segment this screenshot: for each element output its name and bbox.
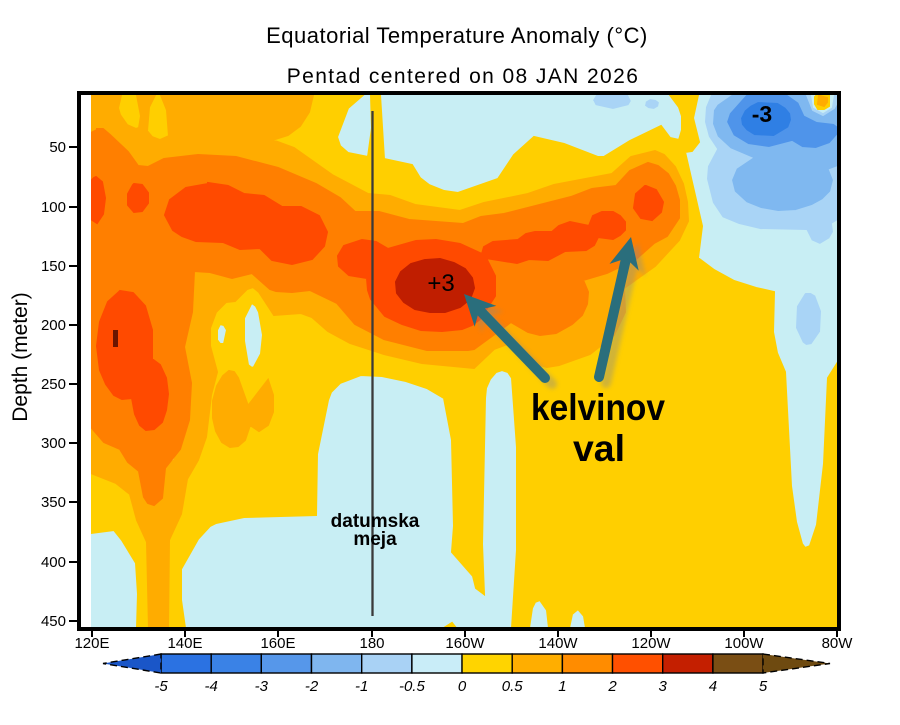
svg-text:-3: -3: [255, 678, 269, 695]
svg-text:4: 4: [709, 678, 717, 695]
svg-text:1: 1: [558, 678, 566, 695]
svg-text:120E: 120E: [74, 635, 109, 652]
svg-text:+3: +3: [427, 270, 454, 297]
svg-text:-5: -5: [154, 678, 168, 695]
svg-text:350: 350: [41, 494, 66, 511]
svg-text:val: val: [573, 428, 625, 469]
svg-text:140E: 140E: [167, 635, 202, 652]
svg-text:3: 3: [659, 678, 668, 695]
svg-text:250: 250: [41, 376, 66, 393]
svg-text:-0.5: -0.5: [399, 678, 426, 695]
svg-text:120W: 120W: [631, 635, 671, 652]
svg-text:-1: -1: [355, 678, 368, 695]
svg-text:0.5: 0.5: [502, 678, 524, 695]
svg-text:5: 5: [759, 678, 768, 695]
svg-text:100: 100: [41, 199, 66, 216]
svg-text:kelvinov: kelvinov: [531, 387, 665, 428]
svg-text:160W: 160W: [445, 635, 485, 652]
svg-text:50: 50: [49, 139, 66, 156]
svg-text:140W: 140W: [538, 635, 578, 652]
svg-text:160E: 160E: [260, 635, 295, 652]
svg-text:2: 2: [607, 678, 617, 695]
svg-text:-3: -3: [752, 101, 772, 127]
svg-text:Depth (meter): Depth (meter): [9, 292, 32, 422]
svg-text:300: 300: [41, 435, 66, 452]
svg-text:450: 450: [41, 613, 66, 630]
svg-text:150: 150: [41, 258, 66, 275]
svg-text:400: 400: [41, 554, 66, 571]
svg-text:Pentad centered on 08 JAN 2026: Pentad centered on 08 JAN 2026: [287, 65, 640, 88]
svg-text:-4: -4: [205, 678, 218, 695]
svg-text:meja: meja: [353, 529, 397, 550]
svg-text:200: 200: [41, 317, 66, 334]
svg-text:-2: -2: [305, 678, 319, 695]
svg-text:0: 0: [458, 678, 467, 695]
svg-text:100W: 100W: [724, 635, 764, 652]
svg-text:Equatorial Temperature Anomaly: Equatorial Temperature Anomaly (°C): [266, 23, 648, 48]
svg-text:180: 180: [359, 635, 384, 652]
svg-text:80W: 80W: [822, 635, 854, 652]
svg-text:datumska: datumska: [331, 511, 420, 532]
